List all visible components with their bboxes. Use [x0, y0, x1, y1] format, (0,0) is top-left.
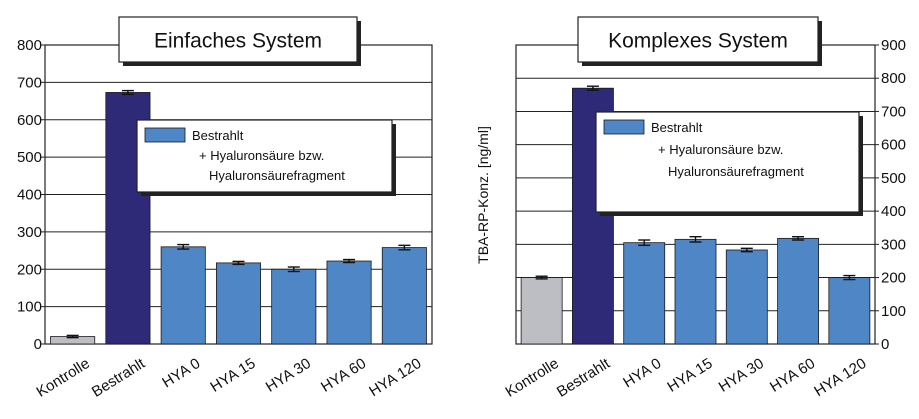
x-category-label: HYA 30	[263, 355, 314, 396]
y-tick-label: 800	[17, 37, 42, 54]
x-category-label: HYA 30	[716, 355, 767, 396]
x-category-label: HYA 60	[318, 355, 369, 396]
legend-text: Hyaluronsäurefragment	[209, 168, 345, 183]
x-category-label: HYA 15	[664, 355, 715, 396]
legend-swatch	[144, 127, 186, 143]
x-category-label: Bestrahlt	[554, 355, 614, 401]
y-tick-label: 200	[17, 261, 42, 278]
y-tick-label: 500	[17, 149, 42, 166]
title-box	[577, 16, 819, 63]
bar	[725, 249, 768, 345]
bar	[777, 237, 819, 345]
y-tick-label: 900	[881, 37, 906, 54]
title-box	[118, 16, 358, 63]
legend-swatch	[603, 119, 645, 135]
x-category-label: Kontrolle	[34, 355, 93, 401]
chart-title: Einfaches System	[154, 30, 322, 53]
legend-text: + Hyaluronsäure bzw.	[199, 148, 324, 163]
y-tick-label: 800	[881, 70, 906, 87]
x-category-label: HYA 120	[811, 355, 869, 400]
legend-text: Bestrahlt	[651, 120, 703, 135]
x-category-label: HYA 0	[159, 355, 203, 391]
y-tick-label: 100	[17, 299, 42, 316]
x-category-label: Bestrahlt	[89, 355, 149, 401]
y-tick-label: 500	[881, 170, 906, 187]
y-axis-label: TBA-RP-Konz. [ng/ml]	[475, 126, 491, 264]
y-tick-label: 0	[34, 336, 42, 353]
bar	[381, 247, 427, 345]
legend-text: + Hyaluronsäure bzw.	[658, 142, 783, 157]
bar	[828, 277, 871, 345]
chart-einfaches-system: 0100200300400500600700800KontrolleBestra…	[17, 16, 433, 401]
y-tick-label: 700	[881, 103, 906, 120]
y-tick-label: 100	[881, 303, 906, 320]
y-tick-label: 0	[881, 336, 889, 353]
y-tick-label: 700	[17, 74, 42, 91]
x-category-label: HYA 120	[366, 355, 424, 400]
y-tick-label: 400	[17, 187, 42, 204]
x-category-label: HYA 15	[207, 355, 258, 396]
y-tick-label: 200	[881, 270, 906, 287]
bar	[520, 277, 563, 345]
bar	[271, 268, 317, 345]
x-category-label: Kontrolle	[503, 355, 562, 401]
y-tick-label: 600	[17, 112, 42, 129]
chart-title: Komplexes System	[608, 30, 788, 53]
y-tick-label: 400	[881, 203, 906, 220]
y-tick-label: 600	[881, 137, 906, 154]
chart-komplexes-system: 0100200300400500600700800900KontrolleBes…	[475, 16, 906, 401]
bar	[215, 262, 262, 345]
bar	[674, 238, 717, 345]
y-tick-label: 300	[881, 236, 906, 253]
bar	[623, 242, 666, 345]
bar	[326, 260, 372, 345]
legend-text: Hyaluronsäurefragment	[668, 164, 804, 179]
y-tick-label: 300	[17, 224, 42, 241]
legend-text: Bestrahlt	[192, 128, 244, 143]
x-category-label: HYA 60	[767, 355, 818, 396]
x-category-label: HYA 0	[620, 355, 664, 391]
bar	[160, 246, 206, 345]
